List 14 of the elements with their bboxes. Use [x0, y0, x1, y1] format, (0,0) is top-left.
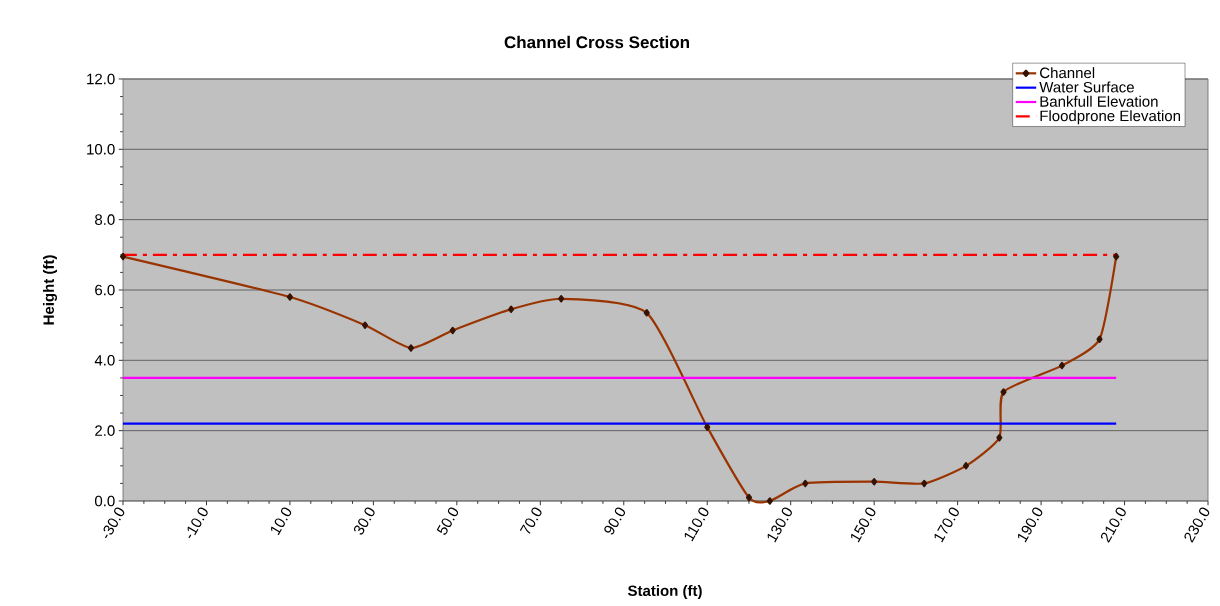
- y-tick-label: 2.0: [95, 425, 115, 436]
- y-tick-label: 6.0: [95, 284, 115, 296]
- x-axis-title: Station (ft): [627, 584, 702, 599]
- y-tick-label: 8.0: [95, 214, 115, 225]
- legend-label: Channel: [1040, 67, 1095, 79]
- legend-label: Floodprone Elevation: [1040, 110, 1181, 125]
- legend-label: Water Surface: [1039, 81, 1134, 93]
- chart-title: Channel Cross Section: [504, 35, 689, 49]
- y-tick-label: 10.0: [87, 144, 115, 155]
- y-tick-label: 4.0: [94, 355, 115, 366]
- legend-label: Bankfull Elevation: [1040, 95, 1158, 107]
- y-tick-label: 12.0: [87, 73, 115, 85]
- y-tick-label: 0.0: [94, 495, 115, 507]
- y-axis-title: Height (ft): [42, 255, 58, 325]
